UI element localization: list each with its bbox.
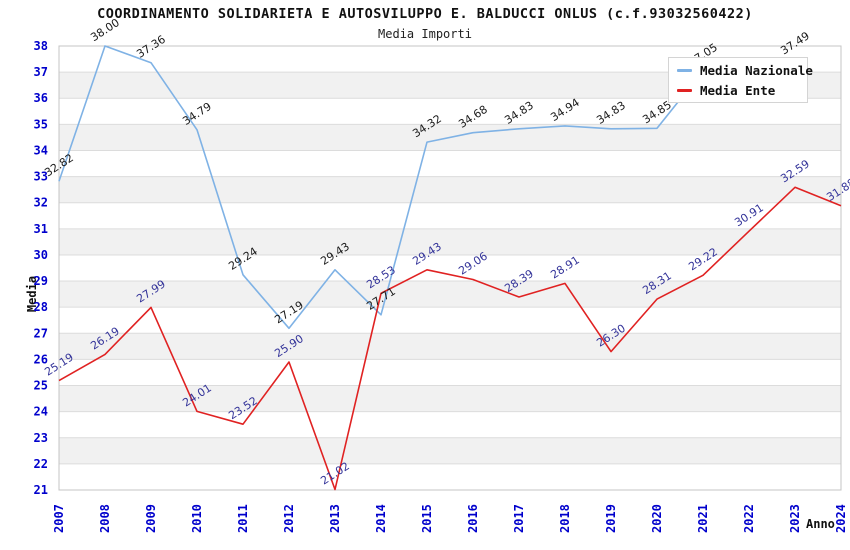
legend-label: Media Ente xyxy=(700,82,776,98)
svg-text:2014: 2014 xyxy=(374,504,388,533)
svg-text:2016: 2016 xyxy=(466,504,480,533)
svg-text:24: 24 xyxy=(34,405,48,419)
svg-text:34.83: 34.83 xyxy=(594,99,627,127)
svg-text:34.79: 34.79 xyxy=(180,100,213,128)
svg-text:33: 33 xyxy=(34,170,48,184)
svg-text:30.91: 30.91 xyxy=(732,201,765,229)
svg-text:2020: 2020 xyxy=(650,504,664,533)
svg-text:26: 26 xyxy=(34,352,48,366)
svg-text:34: 34 xyxy=(34,143,48,157)
svg-text:2013: 2013 xyxy=(328,504,342,533)
svg-text:21: 21 xyxy=(34,483,48,497)
legend-swatch-ente xyxy=(677,88,692,92)
svg-text:28: 28 xyxy=(34,300,48,314)
chart-subtitle: Media Importi xyxy=(378,27,472,41)
svg-text:38.00: 38.00 xyxy=(88,16,121,44)
svg-text:38: 38 xyxy=(34,39,48,53)
svg-text:2010: 2010 xyxy=(190,504,204,533)
legend-item-media-nazionale: Media Nazionale xyxy=(677,63,813,78)
svg-text:22: 22 xyxy=(34,457,48,471)
svg-text:2019: 2019 xyxy=(604,504,618,533)
svg-text:37: 37 xyxy=(34,65,48,79)
svg-text:2024: 2024 xyxy=(834,504,848,533)
svg-text:2021: 2021 xyxy=(696,504,710,533)
svg-text:28.91: 28.91 xyxy=(548,253,581,281)
svg-text:29: 29 xyxy=(34,274,48,288)
legend: Media Nazionale Media Ente xyxy=(668,57,813,103)
svg-text:2022: 2022 xyxy=(742,504,756,533)
legend-label: Media Nazionale xyxy=(700,62,813,78)
chart-title: COORDINAMENTO SOLIDARIETA E AUTOSVILUPPO… xyxy=(97,6,753,22)
svg-text:2012: 2012 xyxy=(282,504,296,533)
svg-text:27: 27 xyxy=(34,326,48,340)
svg-text:2018: 2018 xyxy=(558,504,572,533)
x-axis-title: Anno xyxy=(806,517,835,531)
svg-text:32: 32 xyxy=(34,196,48,210)
svg-text:2009: 2009 xyxy=(144,504,158,533)
legend-item-media-ente: Media Ente xyxy=(677,83,807,98)
svg-text:37.49: 37.49 xyxy=(778,29,811,57)
svg-text:2007: 2007 xyxy=(52,504,66,533)
svg-text:36: 36 xyxy=(34,91,48,105)
svg-text:25: 25 xyxy=(34,379,48,393)
svg-text:37.36: 37.36 xyxy=(134,33,167,61)
svg-text:2008: 2008 xyxy=(98,504,112,533)
svg-text:2011: 2011 xyxy=(236,504,250,533)
svg-text:23: 23 xyxy=(34,431,48,445)
svg-text:34.94: 34.94 xyxy=(548,96,581,124)
svg-text:34.83: 34.83 xyxy=(502,99,535,127)
svg-text:2015: 2015 xyxy=(420,504,434,533)
svg-text:31: 31 xyxy=(34,222,48,236)
svg-text:35: 35 xyxy=(34,117,48,131)
svg-text:2017: 2017 xyxy=(512,504,526,533)
legend-swatch-nazionale xyxy=(677,68,692,72)
svg-text:30: 30 xyxy=(34,248,48,262)
svg-text:2023: 2023 xyxy=(788,504,802,533)
